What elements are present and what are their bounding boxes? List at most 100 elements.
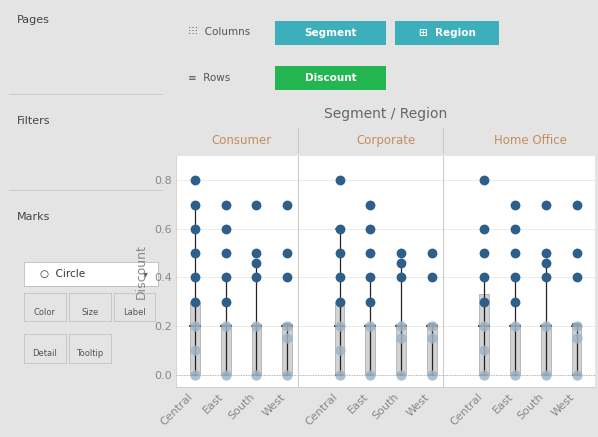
Point: [190, 201, 200, 208]
Point: [510, 250, 520, 257]
Point: [221, 274, 230, 281]
Point: [427, 250, 437, 257]
Point: [365, 298, 375, 305]
Y-axis label: Discount: Discount: [135, 244, 148, 299]
Point: [480, 225, 489, 232]
Point: [541, 201, 551, 208]
Point: [365, 323, 375, 329]
Bar: [365, 323, 376, 375]
Point: [252, 201, 261, 208]
Text: Segment / Region: Segment / Region: [324, 107, 447, 121]
Text: Label: Label: [123, 308, 146, 317]
Text: Filters: Filters: [17, 116, 51, 126]
Point: [335, 274, 344, 281]
Point: [510, 323, 520, 329]
Bar: [252, 323, 261, 375]
Point: [221, 323, 230, 329]
Point: [541, 250, 551, 257]
Point: [480, 250, 489, 257]
Point: [190, 274, 200, 281]
Point: [396, 335, 406, 342]
Bar: [427, 323, 437, 375]
Text: Pages: Pages: [17, 15, 50, 25]
Point: [282, 250, 292, 257]
Text: Size: Size: [81, 308, 98, 317]
Point: [335, 323, 344, 329]
Point: [510, 371, 520, 378]
Point: [252, 274, 261, 281]
Text: Home Office: Home Office: [494, 134, 567, 147]
Point: [541, 323, 551, 329]
Point: [282, 201, 292, 208]
Text: Corporate: Corporate: [356, 134, 416, 147]
Point: [365, 274, 375, 281]
Text: Tooltip: Tooltip: [76, 350, 103, 358]
Point: [190, 371, 200, 378]
Point: [541, 371, 551, 378]
Bar: [572, 323, 581, 375]
Point: [510, 201, 520, 208]
Point: [190, 323, 200, 329]
Point: [282, 274, 292, 281]
Point: [190, 298, 200, 305]
Bar: [510, 323, 520, 375]
Point: [221, 225, 230, 232]
Point: [541, 260, 551, 267]
Text: ≡  Rows: ≡ Rows: [188, 73, 230, 83]
Point: [427, 335, 437, 342]
Point: [335, 225, 344, 232]
Point: [190, 225, 200, 232]
Bar: [190, 302, 200, 375]
Point: [282, 323, 292, 329]
Point: [335, 298, 344, 305]
Point: [252, 323, 261, 329]
Bar: [282, 323, 292, 375]
Point: [335, 250, 344, 257]
Text: Marks: Marks: [17, 212, 50, 222]
Point: [221, 371, 230, 378]
Point: [190, 250, 200, 257]
Text: ▾: ▾: [142, 269, 148, 279]
Text: ○  Circle: ○ Circle: [40, 269, 85, 279]
Point: [572, 250, 581, 257]
Point: [190, 347, 200, 354]
Point: [572, 335, 581, 342]
Point: [427, 323, 437, 329]
Point: [365, 250, 375, 257]
Point: [335, 177, 344, 184]
Text: Color: Color: [34, 308, 56, 317]
Point: [480, 298, 489, 305]
Text: Consumer: Consumer: [211, 134, 271, 147]
Text: Detail: Detail: [32, 350, 57, 358]
Point: [282, 371, 292, 378]
Point: [510, 298, 520, 305]
Point: [252, 371, 261, 378]
Point: [396, 323, 406, 329]
Bar: [479, 295, 489, 375]
Point: [480, 371, 489, 378]
Point: [252, 260, 261, 267]
Text: ⁝⁝⁝  Columns: ⁝⁝⁝ Columns: [188, 27, 250, 37]
Point: [427, 274, 437, 281]
Point: [396, 260, 406, 267]
Bar: [396, 323, 406, 375]
Text: Discount: Discount: [304, 73, 356, 83]
Point: [396, 274, 406, 281]
Point: [572, 323, 581, 329]
Bar: [335, 302, 344, 375]
Point: [541, 274, 551, 281]
Point: [480, 323, 489, 329]
Point: [480, 274, 489, 281]
Point: [252, 250, 261, 257]
Point: [282, 335, 292, 342]
Point: [335, 347, 344, 354]
Point: [365, 225, 375, 232]
Point: [396, 371, 406, 378]
Point: [480, 347, 489, 354]
Point: [572, 274, 581, 281]
Point: [572, 201, 581, 208]
Bar: [541, 323, 551, 375]
Point: [221, 250, 230, 257]
Point: [510, 274, 520, 281]
Point: [221, 298, 230, 305]
